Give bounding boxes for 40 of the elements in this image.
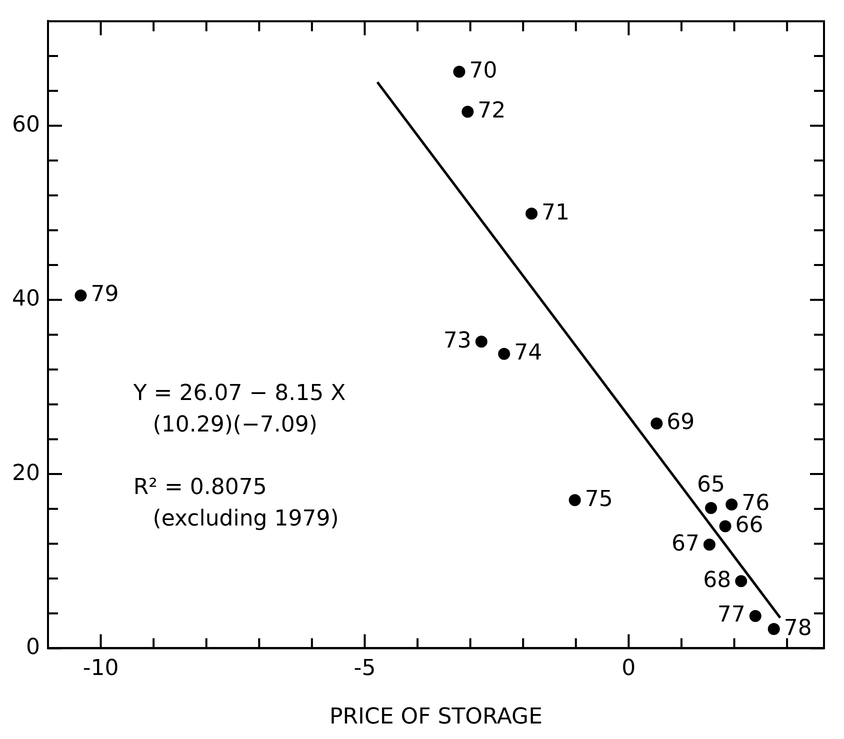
point [650, 418, 663, 430]
point [749, 610, 762, 622]
point [74, 290, 87, 302]
annotation: 71 [542, 200, 570, 226]
point [498, 348, 510, 360]
point [735, 575, 748, 588]
annotation: R² = 0.8075 [133, 475, 267, 500]
point [475, 336, 488, 348]
annotation: 74 [514, 340, 542, 366]
x-tick-label: -5 [354, 656, 376, 682]
y-tick-label: 20 [12, 460, 40, 486]
y-tick-label: 40 [12, 286, 40, 312]
point [703, 538, 716, 551]
annotation: (10.29)(−7.09) [152, 412, 318, 438]
annotation: 68 [703, 568, 732, 593]
annotation: 65 [697, 472, 726, 498]
annotation: 67 [671, 531, 700, 556]
y-tick-label: 60 [12, 112, 40, 138]
point [768, 623, 780, 636]
annotation: 72 [478, 98, 506, 124]
x-axis-title: PRICE OF STORAGE [329, 704, 542, 730]
point [526, 208, 538, 220]
point [462, 106, 474, 118]
annotation: 70 [469, 58, 498, 84]
annotation: 77 [717, 602, 746, 628]
point [568, 494, 581, 506]
annotation: 79 [90, 282, 119, 308]
x-tick-label: -10 [82, 656, 119, 682]
annotation: Y = 26.07 − 8.15 X [132, 380, 346, 406]
point [453, 66, 466, 78]
annotation: 73 [443, 328, 472, 354]
annotation: 69 [666, 410, 695, 436]
annotation: 75 [584, 486, 613, 512]
y-tick-label: 0 [26, 634, 40, 660]
point [705, 502, 718, 514]
annotation: (excluding 1979) [152, 506, 339, 532]
point [726, 498, 738, 511]
annotation: 78 [784, 616, 812, 641]
x-tick-label: 0 [622, 656, 636, 682]
point [719, 520, 732, 532]
